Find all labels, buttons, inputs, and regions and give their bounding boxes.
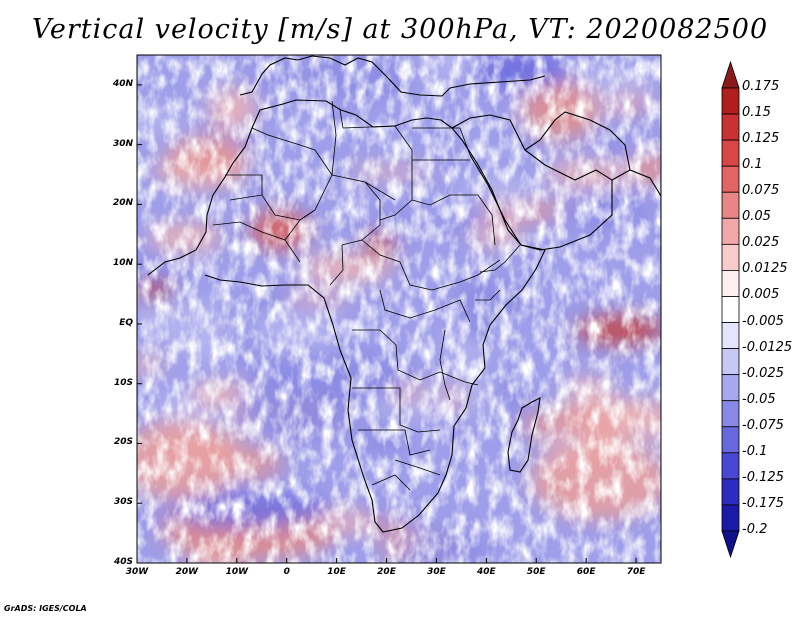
colorbar-label: 0.15 <box>742 105 771 121</box>
colorbar-label: -0.05 <box>742 391 776 407</box>
lon-tick-label: 20W <box>175 567 199 577</box>
persian-gulf-coastline <box>524 111 631 171</box>
colorbar-label: -0.2 <box>742 522 768 537</box>
africa-coastline <box>147 99 546 533</box>
lon-tick-label: 30E <box>427 567 446 577</box>
colorbar-swatch <box>721 243 740 271</box>
colorbar-swatch <box>721 87 740 115</box>
plot-title: Vertical velocity [m/s] at 300hPa, VT: 2… <box>31 14 769 45</box>
colorbar-swatch <box>721 452 740 480</box>
colorbar-label: -0.125 <box>742 469 784 485</box>
colorbar-label: -0.175 <box>742 495 784 511</box>
colorbar-swatch <box>721 478 740 506</box>
colorbar-label: 0.0125 <box>742 261 788 277</box>
lat-tick-label: 20S <box>113 437 133 448</box>
lat-tick-label: 40S <box>113 557 133 567</box>
lon-tick-label: 70E <box>626 567 646 577</box>
lat-tick-label: 10N <box>112 258 133 269</box>
colorbar-label: 0.175 <box>742 79 780 94</box>
colorbar-top-arrow <box>721 60 740 89</box>
lat-tick-label: 20N <box>112 198 133 209</box>
madagascar-coastline <box>507 397 541 473</box>
grads-credit: GrADS: IGES/COLA <box>4 604 87 613</box>
coastlines <box>147 55 661 533</box>
lat-tick-label: 40N <box>112 78 133 89</box>
colorbar-swatch <box>721 426 740 454</box>
europe-coastline <box>239 55 546 97</box>
colorbar-swatch <box>721 217 740 245</box>
colorbar-label: 0.025 <box>742 235 780 251</box>
colorbar-swatch <box>721 191 740 219</box>
lon-tick-label: 10W <box>225 567 249 577</box>
colorbar-label: -0.025 <box>742 365 784 381</box>
lon-tick-label: 40E <box>476 567 496 577</box>
colorbar-label: 0.125 <box>742 131 780 147</box>
texture-overlay <box>137 55 661 563</box>
colorbar-label: 0.075 <box>742 183 780 199</box>
colorbar-swatch <box>721 322 740 349</box>
colorbar-label: 0.05 <box>742 209 771 225</box>
colorbar-swatch <box>721 139 740 167</box>
velocity-field <box>137 55 661 563</box>
lon-tick-label: 0 <box>283 567 290 577</box>
colorbar-label: -0.0125 <box>742 339 793 355</box>
lat-tick-label: EQ <box>119 317 133 328</box>
colorbar-swatch <box>721 113 740 141</box>
lon-tick-label: 10E <box>327 567 346 577</box>
lat-tick-label: 10S <box>113 377 133 388</box>
india-coastline <box>611 169 661 250</box>
country-borders <box>212 100 521 491</box>
colorbar-swatch <box>721 374 740 402</box>
colorbar-swatch <box>721 348 740 376</box>
lat-tick-label: 30N <box>112 138 133 149</box>
colorbar <box>721 60 740 559</box>
colorbar-label: 0.1 <box>742 157 763 173</box>
lat-tick-label: 30S <box>113 497 133 508</box>
colorbar-bottom-arrow <box>721 530 740 559</box>
lon-tick-label: 30W <box>125 567 149 577</box>
colorbar-swatch <box>721 296 740 323</box>
lon-tick-label: 60E <box>576 567 596 577</box>
lon-tick-label: 50E <box>526 567 546 577</box>
colorbar-swatch <box>721 270 740 297</box>
lon-tick-label: 20E <box>377 567 396 577</box>
plot-axes <box>136 54 662 564</box>
colorbar-label: 0.005 <box>742 287 780 303</box>
plot-frame <box>136 54 662 564</box>
colorbar-label: -0.005 <box>742 313 784 329</box>
colorbar-swatch <box>721 400 740 428</box>
colorbar-swatch <box>721 165 740 193</box>
colorbar-label: -0.1 <box>742 443 768 459</box>
colorbar-swatch <box>721 504 740 532</box>
colorbar-label: -0.075 <box>742 417 784 433</box>
